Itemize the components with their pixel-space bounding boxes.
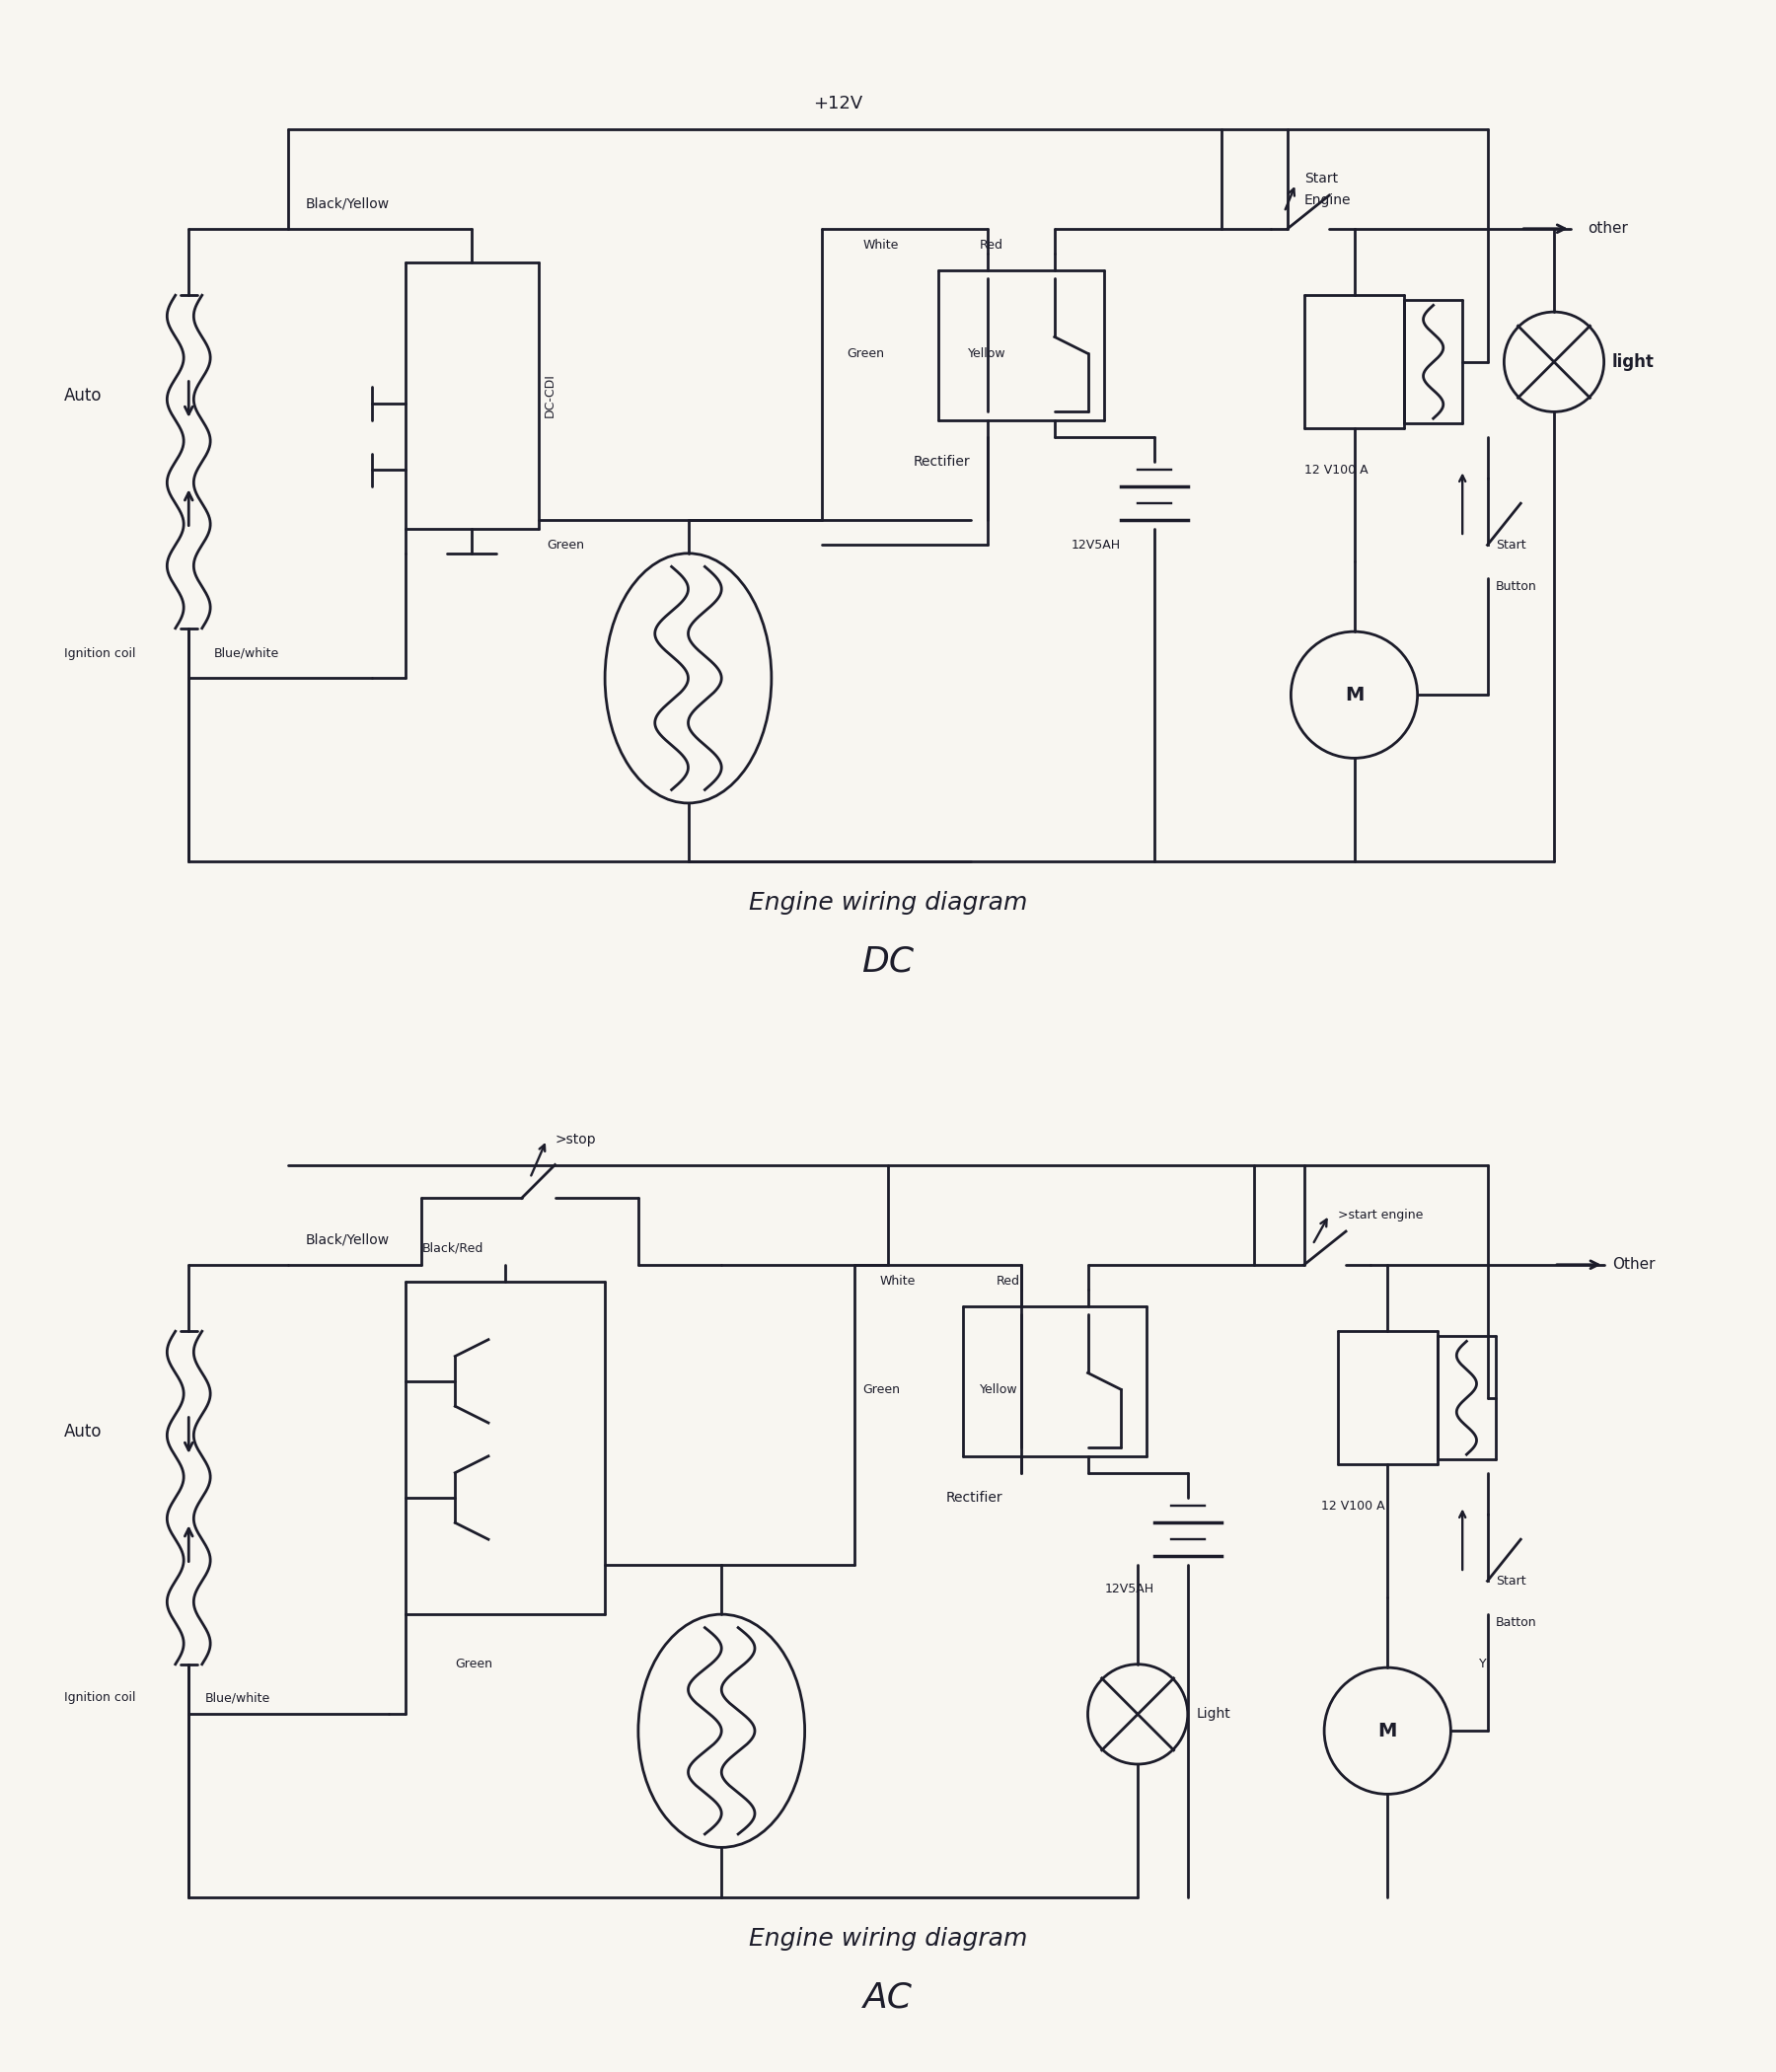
Text: Ignition coil: Ignition coil <box>64 646 135 659</box>
Text: Green: Green <box>547 539 584 551</box>
Text: Y: Y <box>1479 1658 1487 1670</box>
Text: Blue/white: Blue/white <box>206 1691 270 1703</box>
Text: 12V5AH: 12V5AH <box>1105 1583 1154 1595</box>
Text: Black/Red: Black/Red <box>421 1241 483 1254</box>
Text: DC: DC <box>861 945 915 978</box>
Text: light: light <box>1613 352 1655 371</box>
Text: Light: Light <box>1195 1707 1231 1722</box>
Text: Black/Yellow: Black/Yellow <box>305 197 389 211</box>
Text: Rectifier: Rectifier <box>947 1492 1003 1504</box>
Text: Ignition coil: Ignition coil <box>64 1691 135 1703</box>
Text: Engine wiring diagram: Engine wiring diagram <box>749 1927 1027 1952</box>
Text: M: M <box>1378 1722 1398 1740</box>
Text: Engine: Engine <box>1304 193 1352 207</box>
Text: +12V: +12V <box>813 95 863 112</box>
Text: White: White <box>863 238 899 251</box>
Text: 12 V100 A: 12 V100 A <box>1304 464 1368 477</box>
Text: Auto: Auto <box>64 1421 101 1440</box>
Text: Yellow: Yellow <box>968 348 1005 361</box>
Text: Start: Start <box>1495 539 1526 551</box>
Text: Red: Red <box>996 1274 1019 1287</box>
Text: Start: Start <box>1304 172 1337 186</box>
Text: Blue/white: Blue/white <box>213 646 279 659</box>
Text: Green: Green <box>847 348 884 361</box>
Text: Batton: Batton <box>1495 1616 1536 1629</box>
Text: AC: AC <box>863 1981 913 2014</box>
Text: Green: Green <box>455 1658 492 1670</box>
Text: 12V5AH: 12V5AH <box>1071 539 1121 551</box>
Text: >start engine: >start engine <box>1337 1208 1423 1220</box>
Text: Engine wiring diagram: Engine wiring diagram <box>749 891 1027 916</box>
Text: DC-CDI: DC-CDI <box>543 373 556 416</box>
Text: >stop: >stop <box>554 1133 597 1146</box>
Text: Button: Button <box>1495 580 1536 593</box>
Text: Green: Green <box>863 1384 900 1397</box>
Text: Black/Yellow: Black/Yellow <box>305 1233 389 1247</box>
Text: Auto: Auto <box>64 385 101 404</box>
Text: Rectifier: Rectifier <box>913 456 970 468</box>
Text: Yellow: Yellow <box>980 1384 1018 1397</box>
Text: M: M <box>1344 686 1364 704</box>
Text: Other: Other <box>1613 1258 1655 1272</box>
Text: 12 V100 A: 12 V100 A <box>1321 1500 1385 1513</box>
Text: Start: Start <box>1495 1575 1526 1587</box>
Text: Red: Red <box>980 238 1003 251</box>
Text: other: other <box>1588 222 1627 236</box>
Text: White: White <box>879 1274 916 1287</box>
